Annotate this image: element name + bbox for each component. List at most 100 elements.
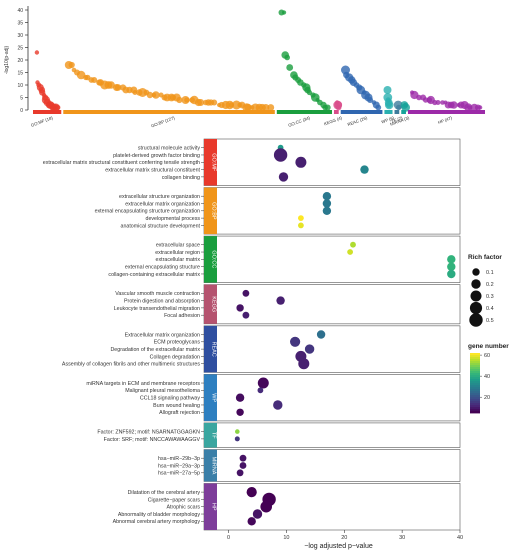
- top-point: [335, 104, 342, 111]
- term-label: Burn wound healing: [153, 403, 200, 409]
- x-tick-label: 20: [341, 535, 347, 541]
- term-point: [273, 148, 288, 162]
- colorbar-segment: [470, 367, 480, 370]
- top-group-band: [384, 110, 393, 114]
- top-point: [324, 104, 331, 111]
- term-label: ECM proteoglycans: [154, 340, 201, 346]
- top-point: [477, 105, 483, 110]
- colorbar-tick-label: 40: [484, 374, 490, 380]
- term-point: [235, 429, 240, 434]
- top-group-band: [394, 110, 400, 114]
- term-point: [290, 336, 301, 347]
- term-label: extracellular structure organization: [119, 194, 200, 200]
- top-point: [467, 105, 472, 110]
- top-group-band: [340, 110, 383, 114]
- term-point: [360, 165, 369, 174]
- term-point: [278, 172, 289, 182]
- top-point: [367, 97, 374, 103]
- panel-strip-label: WP: [211, 393, 217, 402]
- top-group-label: GO:BP (127): [150, 115, 176, 128]
- top-point: [384, 100, 394, 110]
- term-point: [447, 262, 456, 271]
- top-y-tick-label: 25: [17, 46, 23, 52]
- panel-frame: [203, 284, 461, 325]
- term-point: [316, 330, 326, 339]
- colorbar-segment: [470, 363, 480, 366]
- term-point: [347, 249, 353, 255]
- size-legend-label: 0.2: [486, 282, 494, 288]
- top-group-band: [333, 110, 339, 114]
- top-group-label: WP (6): [381, 115, 396, 124]
- size-legend-label: 0.1: [486, 270, 494, 276]
- colorbar-segment: [470, 355, 480, 358]
- term-point: [298, 222, 304, 229]
- term-point: [260, 500, 273, 513]
- top-group-band: [63, 110, 275, 114]
- top-point: [152, 91, 160, 99]
- term-label: Factor: SRF; motif: NNCCAWAWAAGGV: [104, 437, 201, 443]
- top-y-tick-label: 30: [17, 33, 23, 39]
- term-label: hsa−miR−27a−5p: [158, 471, 200, 477]
- term-label: Degradation of the extracellular matrix: [110, 347, 200, 353]
- term-point: [350, 241, 356, 248]
- colorbar-segment: [470, 365, 480, 368]
- term-label: developmental process: [146, 216, 201, 222]
- term-label: external encapsulating structure organiz…: [95, 209, 200, 215]
- term-point: [239, 454, 247, 462]
- x-tick-label: 10: [283, 535, 289, 541]
- top-point: [107, 81, 115, 89]
- top-point: [401, 103, 411, 112]
- colorbar-segment: [470, 379, 480, 382]
- term-label: hsa−miR−29a−3p: [158, 463, 200, 469]
- top-y-tick-label: 0: [20, 108, 23, 114]
- term-point: [257, 387, 264, 394]
- term-point: [304, 344, 315, 354]
- size-legend-point: [471, 279, 481, 289]
- panel-strip: [204, 374, 217, 421]
- x-tick-label: 30: [399, 535, 405, 541]
- term-label: extracellular matrix: [156, 257, 201, 263]
- term-point: [322, 192, 332, 201]
- top-y-axis-label: -log10(p-adj): [4, 45, 10, 74]
- colorbar-segment: [470, 385, 480, 388]
- term-label: Abnormality of bladder morphology: [118, 512, 200, 518]
- term-point: [276, 296, 285, 305]
- panel-strip-label: KEGG: [211, 296, 217, 312]
- term-point: [298, 215, 304, 222]
- top-group-band: [407, 110, 485, 114]
- top-point: [132, 90, 138, 95]
- colorbar-segment: [470, 371, 480, 374]
- panel-frame: [203, 235, 461, 283]
- colorbar-segment: [470, 401, 480, 404]
- top-point: [146, 91, 154, 99]
- panel-strip-label: REAC: [211, 341, 217, 356]
- colorbar-segment: [470, 405, 480, 408]
- top-point: [232, 100, 241, 110]
- colorbar-segment: [470, 391, 480, 394]
- term-point: [236, 469, 244, 477]
- top-point: [435, 100, 441, 105]
- top-point: [375, 104, 382, 111]
- colorbar-segment: [470, 397, 480, 400]
- term-label: structural molecule activity: [138, 146, 200, 152]
- panel-strip-label: MIRNA: [211, 457, 217, 475]
- term-label: Vascular smooth muscle contraction: [115, 291, 200, 297]
- term-label: Factor: ZNF592; motif: NSARNATGGAGKN: [97, 429, 200, 435]
- top-point: [211, 99, 218, 106]
- top-y-tick-label: 35: [17, 21, 23, 27]
- term-label: Assembly of collagen fibrils and other m…: [62, 362, 200, 368]
- term-label: Extracellular matrix organization: [125, 332, 200, 338]
- colorbar-segment: [470, 389, 480, 392]
- colorbar-segment: [470, 375, 480, 378]
- size-legend-label: 0.3: [486, 294, 494, 300]
- top-group-label: GO:MF (18): [30, 115, 54, 128]
- top-y-tick-label: 15: [17, 71, 23, 77]
- size-legend-label: 0.4: [486, 306, 494, 312]
- term-label: collagen-containing extracellular matrix: [108, 272, 200, 278]
- top-point: [286, 64, 294, 71]
- term-point: [242, 289, 250, 297]
- panel-strip-label: TF: [211, 432, 217, 439]
- top-group-label: KEGG (4): [323, 115, 343, 126]
- top-point: [282, 10, 287, 15]
